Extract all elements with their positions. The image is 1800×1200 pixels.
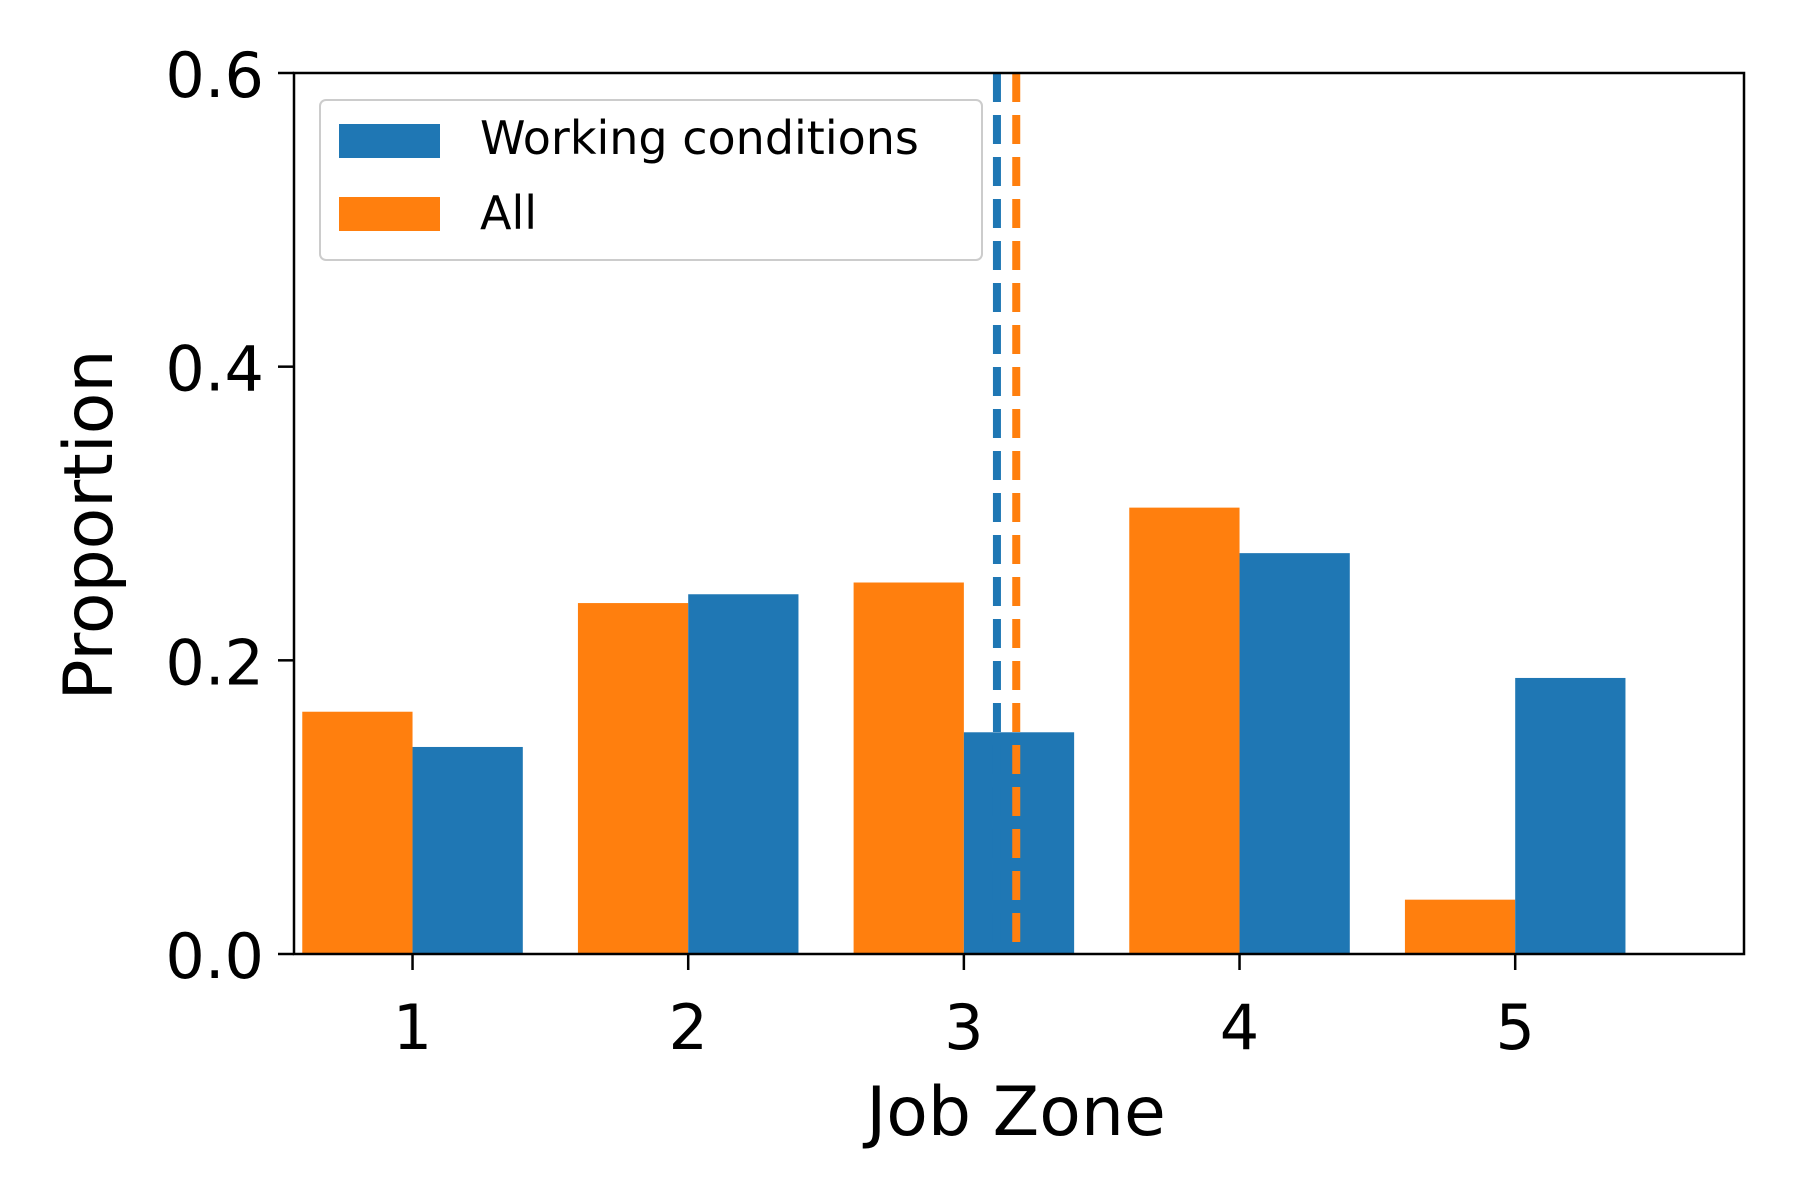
y-tick-label: 0.4 (165, 333, 264, 406)
bar-working-conditions-2 (688, 594, 799, 954)
bars-group (302, 507, 1626, 954)
legend: Working conditions All (319, 99, 983, 261)
x-tick-label: 2 (668, 991, 707, 1064)
plot-frame (292, 71, 1746, 956)
y-tick-label: 0.2 (165, 626, 264, 699)
bar-working-conditions-5 (1515, 677, 1626, 954)
y-axis-title: Proportion (50, 350, 129, 701)
bar-working-conditions-1 (412, 746, 523, 954)
mean-lines-group (992, 73, 1021, 954)
x-tick-label: 1 (393, 991, 432, 1064)
bar-all-3 (853, 582, 964, 954)
y-tick-label: 0.6 (165, 39, 264, 112)
y-ticks-group: 0.0 0.2 0.4 0.6 (165, 39, 294, 993)
legend-label-working-conditions: Working conditions (480, 111, 919, 165)
bar-all-5 (1404, 899, 1516, 954)
bar-working-conditions-4 (1239, 553, 1350, 954)
x-tick-label: 3 (944, 991, 983, 1064)
x-tick-label: 4 (1220, 991, 1259, 1064)
legend-swatch-working-conditions (339, 124, 440, 158)
bar-all-2 (577, 603, 689, 954)
y-tick-label: 0.0 (165, 920, 264, 993)
bar-all-4 (1129, 507, 1240, 954)
legend-swatch-all (339, 197, 440, 231)
bar-all-1 (302, 711, 413, 954)
legend-box (319, 99, 983, 261)
legend-label-all: All (480, 186, 537, 240)
axes-group (292, 71, 1746, 956)
x-axis-title: Job Zone (862, 1073, 1166, 1152)
x-tick-label: 5 (1495, 991, 1534, 1064)
x-ticks-group: 1 2 3 4 5 (393, 954, 1535, 1064)
